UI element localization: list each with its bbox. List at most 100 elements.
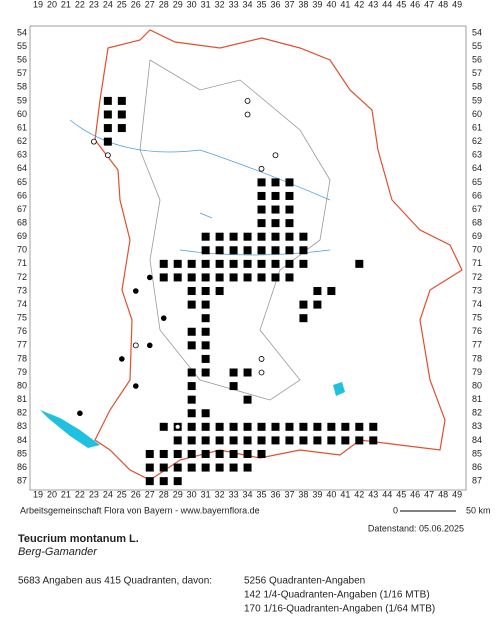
column-label: 36 xyxy=(270,0,280,9)
column-label: 34 xyxy=(243,0,253,9)
occurrence-square xyxy=(271,178,280,187)
occurrence-square xyxy=(215,287,224,296)
column-label: 41 xyxy=(340,489,350,499)
occurrence-square xyxy=(257,178,266,187)
column-label: 32 xyxy=(215,0,225,9)
occurrence-square xyxy=(201,354,210,363)
occurrence-square xyxy=(187,395,196,404)
occurrence-square xyxy=(229,368,238,377)
column-label: 24 xyxy=(103,489,113,499)
occurrence-dot xyxy=(146,342,153,349)
occurrence-square xyxy=(229,246,238,255)
column-label: 46 xyxy=(410,0,420,9)
occurrence-square xyxy=(215,436,224,445)
occurrence-square xyxy=(243,463,252,472)
occurrence-square xyxy=(243,246,252,255)
occurrence-square xyxy=(271,191,280,200)
row-label: 74 xyxy=(472,299,482,309)
column-label: 33 xyxy=(229,489,239,499)
occurrence-square xyxy=(313,422,322,431)
occurrence-square xyxy=(201,436,210,445)
row-label: 80 xyxy=(17,380,27,390)
row-label: 67 xyxy=(17,204,27,214)
occurrence-square xyxy=(285,259,294,268)
row-label: 64 xyxy=(472,163,482,173)
occurrence-square xyxy=(145,449,154,458)
occurrence-square xyxy=(355,422,364,431)
occurrence-square xyxy=(271,422,280,431)
row-label: 63 xyxy=(472,150,482,160)
row-label: 60 xyxy=(472,109,482,119)
occurrence-square xyxy=(173,449,182,458)
column-label: 37 xyxy=(284,0,294,9)
row-label: 74 xyxy=(17,299,27,309)
occurrence-square xyxy=(271,219,280,228)
occurrence-square xyxy=(201,368,210,377)
occurrence-square xyxy=(285,178,294,187)
occurrence-square xyxy=(299,300,308,309)
occurrence-square xyxy=(201,409,210,418)
credit: Arbeitsgemeinschaft Flora von Bayern - w… xyxy=(20,505,260,515)
column-label: 40 xyxy=(326,0,336,9)
row-label: 59 xyxy=(17,95,27,105)
column-label: 22 xyxy=(75,0,85,9)
row-label: 72 xyxy=(17,272,27,282)
map-frame xyxy=(29,25,467,491)
occurrence-square xyxy=(201,287,210,296)
occurrence-square xyxy=(103,137,112,146)
row-label: 62 xyxy=(17,136,27,146)
occurrence-square xyxy=(215,259,224,268)
row-label: 65 xyxy=(472,177,482,187)
occurrence-square xyxy=(257,232,266,241)
occurrence-open xyxy=(132,342,139,349)
column-label: 23 xyxy=(89,489,99,499)
occurrence-square xyxy=(117,124,126,133)
column-label: 21 xyxy=(61,0,71,9)
column-label: 25 xyxy=(117,489,127,499)
occurrence-square xyxy=(257,422,266,431)
row-label: 83 xyxy=(472,421,482,431)
row-label: 66 xyxy=(17,190,27,200)
column-label: 49 xyxy=(452,489,462,499)
district-border xyxy=(139,59,331,401)
row-label: 56 xyxy=(17,55,27,65)
scale-start: 0 xyxy=(393,505,398,515)
row-label: 80 xyxy=(472,380,482,390)
occurrence-square xyxy=(285,205,294,214)
occurrence-square xyxy=(369,436,378,445)
row-label: 63 xyxy=(17,150,27,160)
column-label: 41 xyxy=(340,0,350,9)
occurrence-square xyxy=(201,422,210,431)
row-label: 79 xyxy=(472,367,482,377)
column-label: 35 xyxy=(257,489,267,499)
column-label: 36 xyxy=(270,489,280,499)
occurrence-square xyxy=(243,422,252,431)
row-label: 54 xyxy=(472,27,482,37)
row-label: 76 xyxy=(17,326,27,336)
column-label: 49 xyxy=(452,0,462,9)
column-label: 19 xyxy=(33,489,43,499)
occurrence-square xyxy=(173,463,182,472)
column-label: 26 xyxy=(131,0,141,9)
row-label: 71 xyxy=(472,258,482,268)
column-label: 45 xyxy=(396,489,406,499)
occurrence-square xyxy=(187,422,196,431)
occurrence-open xyxy=(258,165,265,172)
column-label: 43 xyxy=(368,0,378,9)
row-label: 84 xyxy=(17,435,27,445)
occurrence-dot xyxy=(132,383,139,389)
occurrence-square xyxy=(159,449,168,458)
occurrence-square xyxy=(313,436,322,445)
occurrence-square xyxy=(215,232,224,241)
column-label: 27 xyxy=(145,489,155,499)
column-label: 29 xyxy=(173,0,183,9)
column-label: 27 xyxy=(145,0,155,9)
row-label: 75 xyxy=(472,313,482,323)
column-label: 32 xyxy=(215,489,225,499)
row-label: 68 xyxy=(472,217,482,227)
occurrence-square xyxy=(187,327,196,336)
column-label: 38 xyxy=(298,489,308,499)
column-label: 38 xyxy=(298,0,308,9)
column-label: 44 xyxy=(382,489,392,499)
row-label: 81 xyxy=(472,394,482,404)
